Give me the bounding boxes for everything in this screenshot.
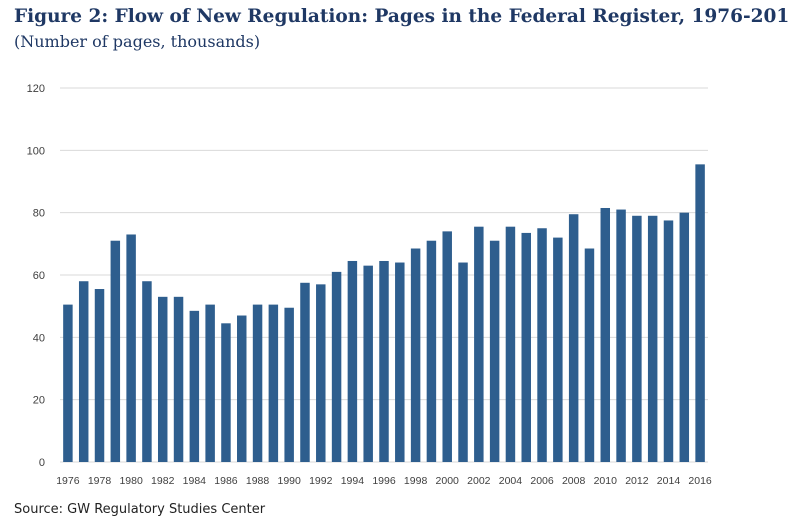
bar-1981	[142, 281, 152, 462]
bar-2011	[616, 209, 626, 462]
bar-1996	[379, 260, 389, 462]
bar-2000	[442, 231, 452, 462]
bars	[63, 164, 705, 463]
y-axis-ticks: 0 20 40 60 80 100 120	[27, 83, 45, 469]
x-tick-label: 1990	[277, 475, 301, 487]
bar-2015	[679, 212, 690, 462]
bar-2003	[489, 240, 500, 462]
bar-1997	[395, 262, 405, 462]
bar-1982	[157, 296, 168, 462]
bar-2002	[474, 226, 484, 462]
bar-2013	[647, 215, 658, 462]
x-tick-label: 1998	[404, 475, 428, 487]
x-tick-label: 2016	[688, 475, 712, 487]
gridlines	[60, 87, 708, 463]
bar-1999	[426, 240, 437, 462]
bar-1979	[110, 240, 121, 462]
bar-2004	[505, 226, 516, 462]
y-tick-label: 0	[39, 457, 45, 469]
x-tick-label: 1984	[183, 475, 207, 487]
bar-1978	[94, 289, 105, 462]
bar-1991	[300, 282, 310, 462]
x-tick-label: 2008	[562, 475, 586, 487]
x-tick-label: 2004	[499, 475, 523, 487]
x-tick-label: 2000	[436, 475, 460, 487]
y-tick-label: 40	[33, 332, 45, 344]
bar-2006	[537, 228, 547, 462]
x-tick-label: 1988	[246, 475, 270, 487]
bar-2014	[663, 220, 674, 462]
x-tick-label: 1978	[88, 475, 112, 487]
x-tick-label: 2012	[625, 475, 649, 487]
bar-2016	[695, 164, 705, 463]
x-tick-label: 1994	[341, 475, 365, 487]
y-tick-label: 20	[33, 395, 45, 407]
y-tick-label: 60	[33, 270, 45, 282]
y-tick-label: 100	[27, 145, 45, 157]
bar-1987	[237, 315, 247, 462]
y-tick-label: 120	[27, 83, 45, 95]
bar-2009	[584, 248, 595, 462]
source-note: Source: GW Regulatory Studies Center	[14, 502, 266, 517]
x-tick-label: 1982	[151, 475, 175, 487]
bar-1989	[268, 304, 279, 462]
bar-1986	[221, 323, 231, 462]
bar-1985	[205, 304, 215, 462]
chart-title: Figure 2: Flow of New Regulation: Pages …	[14, 6, 790, 27]
x-tick-label: 2006	[530, 475, 554, 487]
bar-1988	[252, 304, 263, 462]
bar-2008	[568, 214, 579, 462]
x-tick-label: 2014	[657, 475, 681, 487]
bar-1980	[126, 234, 136, 462]
x-tick-label: 1976	[56, 475, 80, 487]
bar-1998	[410, 248, 421, 462]
bar-1992	[316, 284, 326, 462]
bar-1990	[284, 307, 294, 462]
x-tick-label: 1996	[372, 475, 396, 487]
chart-subtitle: (Number of pages, thousands)	[14, 32, 261, 51]
x-axis-ticks: 1976 1978 1980 1982 1984 1986 1988 1990 1992 1994…	[56, 475, 712, 487]
bar-2007	[553, 237, 563, 462]
x-tick-label: 2002	[467, 475, 491, 487]
bar-1993	[331, 271, 342, 462]
x-tick-label: 1992	[309, 475, 333, 487]
bar-2005	[521, 232, 531, 462]
x-tick-label: 1986	[214, 475, 238, 487]
bar-1994	[347, 260, 358, 462]
bar-1995	[363, 265, 373, 462]
bar-1983	[173, 296, 184, 462]
bar-2012	[632, 215, 642, 462]
bar-1977	[78, 281, 89, 462]
bar-2001	[458, 262, 468, 462]
bar-1976	[63, 304, 73, 462]
y-tick-label: 80	[33, 208, 45, 220]
bar-1984	[189, 310, 200, 462]
bar-2010	[600, 207, 611, 462]
x-tick-label: 2010	[594, 475, 618, 487]
x-tick-label: 1980	[119, 475, 143, 487]
